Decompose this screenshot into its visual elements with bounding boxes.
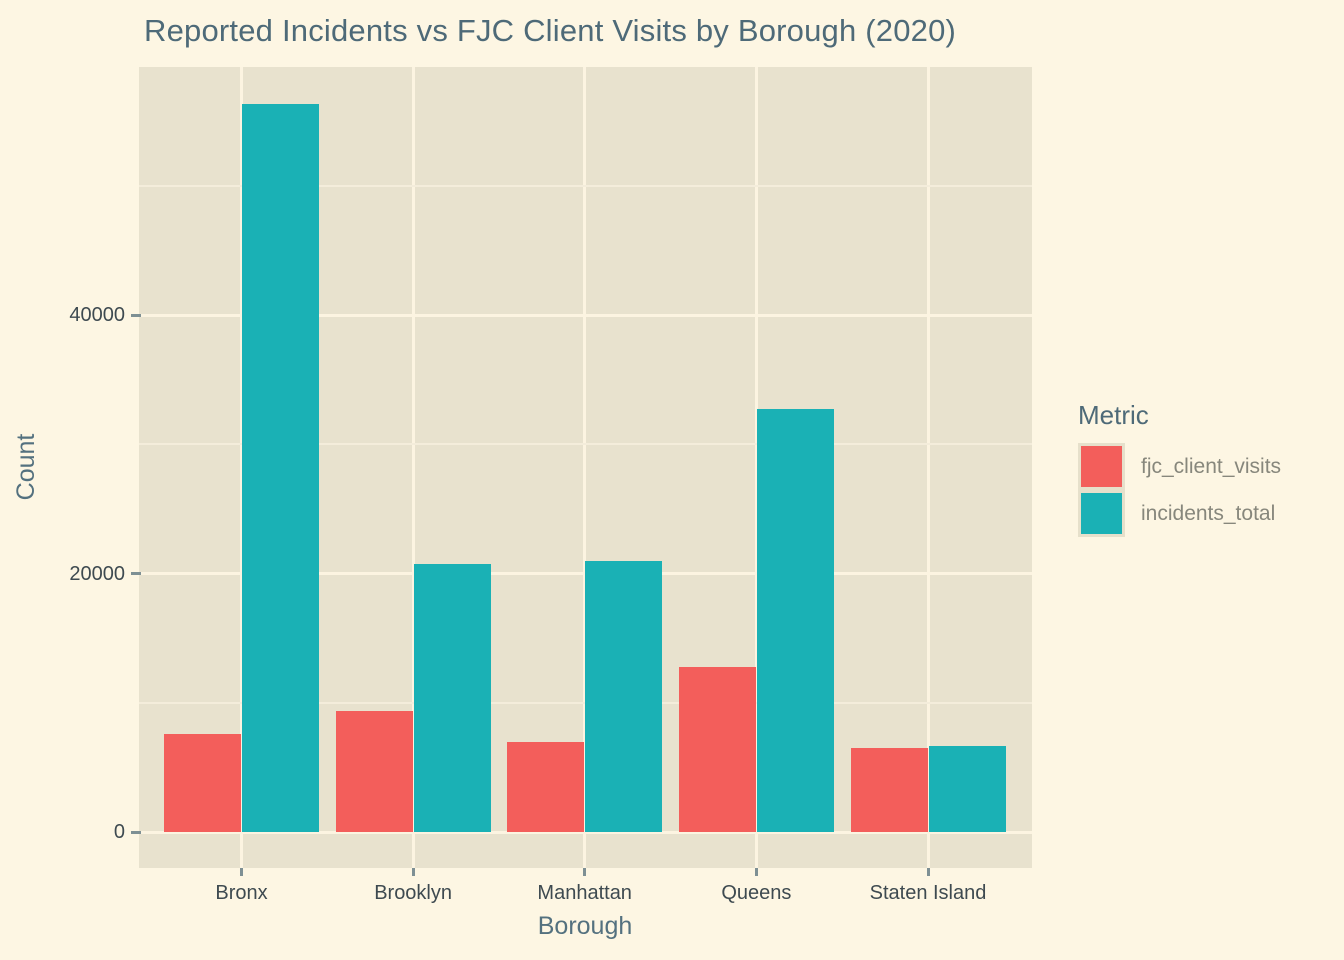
bar-fjc_client_visits-queens xyxy=(678,666,756,832)
bar-fjc_client_visits-manhattan xyxy=(507,741,585,832)
x-axis-title: Borough xyxy=(537,912,633,940)
gridline-y-major-40000 xyxy=(139,313,1032,317)
y-tick-mark-0 xyxy=(131,830,141,834)
bar-fjc_client_visits-staten-island xyxy=(850,747,928,832)
gridline-x-0 xyxy=(240,67,243,868)
x-tick-mark-2 xyxy=(583,868,587,876)
x-tick-label-1: Brooklyn xyxy=(374,882,452,904)
legend-title: Metric xyxy=(1078,400,1149,430)
gridline-x-1 xyxy=(411,67,415,868)
gridline-y-minor-50000 xyxy=(139,184,1032,187)
chart-title: Reported Incidents vs FJC Client Visits … xyxy=(144,13,957,48)
legend-label-incidents-total: incidents_total xyxy=(1141,501,1276,525)
legend-item-fjc-client-visits: fjc_client_visits xyxy=(1078,443,1281,490)
x-tick-mark-4 xyxy=(926,868,930,876)
legend: Metric fjc_client_visits incidents_total xyxy=(1078,400,1281,537)
x-tick-label-0: Bronx xyxy=(215,882,268,904)
x-tick-mark-3 xyxy=(754,868,758,876)
y-tick-label-0: 0 xyxy=(113,821,125,843)
y-tick-mark-20000 xyxy=(131,572,141,575)
bar-fjc_client_visits-brooklyn xyxy=(335,710,413,832)
bar-incidents_total-brooklyn xyxy=(413,564,491,832)
bar-incidents_total-staten-island xyxy=(928,746,1006,832)
y-axis-title: Count xyxy=(12,433,40,501)
x-tick-label-4: Staten Island xyxy=(869,882,987,904)
bar-incidents_total-manhattan xyxy=(585,560,663,832)
x-tick-mark-0 xyxy=(240,868,243,876)
bar-incidents_total-bronx xyxy=(242,104,319,832)
gridline-x-3 xyxy=(754,67,758,868)
gridline-y-minor-30000 xyxy=(139,443,1032,446)
legend-swatch-incidents-total xyxy=(1078,490,1125,537)
y-tick-mark-40000 xyxy=(131,313,141,317)
gridline-x-4 xyxy=(926,67,930,868)
gridline-x-2 xyxy=(583,67,587,868)
legend-label-fjc-client-visits: fjc_client_visits xyxy=(1141,454,1282,478)
x-tick-mark-1 xyxy=(411,868,415,876)
y-tick-label-20000: 20000 xyxy=(69,562,125,585)
legend-item-incidents-total: incidents_total xyxy=(1078,490,1281,537)
gridline-y-major-0 xyxy=(139,830,1032,834)
plot-panel xyxy=(139,67,1032,868)
bar-incidents_total-queens xyxy=(756,409,834,832)
x-tick-label-2: Manhattan xyxy=(537,882,632,904)
legend-swatch-fjc-client-visits xyxy=(1078,443,1125,490)
y-tick-label-40000: 40000 xyxy=(69,304,125,326)
x-tick-label-3: Queens xyxy=(721,882,792,904)
bar-fjc_client_visits-bronx xyxy=(164,733,241,832)
